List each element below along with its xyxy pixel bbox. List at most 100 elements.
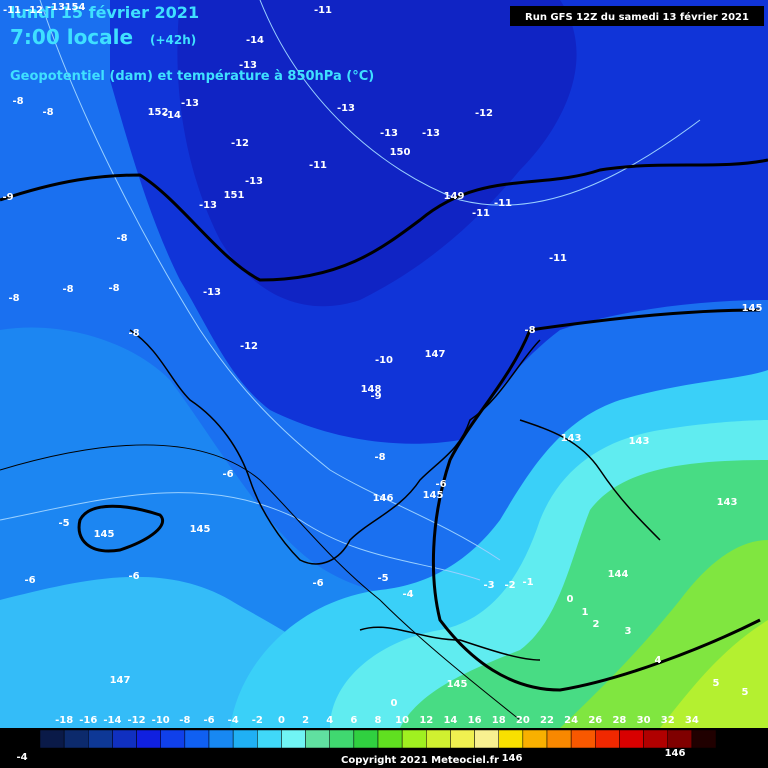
map-label: -8 (12, 96, 23, 107)
legend-swatch (570, 729, 596, 749)
legend-tick-label: -4 (228, 715, 239, 726)
map-label: -9 (370, 391, 381, 402)
map-label: -11 (494, 198, 512, 209)
legend-tick-label: 24 (564, 715, 578, 726)
map-label: -11 (549, 253, 567, 264)
run-box (510, 6, 764, 26)
map-label: -12 (231, 138, 249, 149)
legend-swatch (39, 729, 65, 749)
map-label: -5 (58, 518, 69, 529)
map-label: -6 (435, 479, 446, 490)
map-label: -8 (374, 452, 385, 463)
map-label: 146 (665, 748, 686, 759)
map-label: -12 (240, 341, 258, 352)
map-label: 5 (742, 687, 749, 698)
map-label: -6 (24, 575, 35, 586)
map-label: 3 (625, 626, 632, 637)
legend-swatch (595, 729, 620, 749)
legend-tick-label: -14 (103, 715, 121, 726)
map-date: lundi 15 février 2021 (10, 3, 199, 22)
map-label: -6 (312, 578, 323, 589)
map-label: -11 (314, 5, 332, 16)
map-label: -11 (3, 5, 21, 16)
legend-tick-label: 4 (326, 715, 333, 726)
map-label: -1 (522, 577, 533, 588)
map-label: 146 (373, 493, 394, 504)
map-label: -11 (472, 208, 490, 219)
map-label: 150 (390, 147, 411, 158)
map-label: -13 (337, 103, 355, 114)
map-subtitle: Geopotentiel (dam) et température à 850h… (10, 69, 374, 84)
map-label: 1 (582, 607, 589, 618)
legend-tick-label: 18 (492, 715, 506, 726)
map-label: 145 (742, 303, 763, 314)
legend-tick-label: -2 (252, 715, 263, 726)
map-label: 145 (447, 679, 468, 690)
map-label: -3 (483, 580, 494, 591)
legend-tick-label: 30 (637, 715, 651, 726)
map-label: -12 (25, 5, 43, 16)
legend-tick-label: 20 (516, 715, 530, 726)
run-info: Run GFS 12Z du samedi 13 février 2021 (525, 11, 749, 23)
map-label: -13 (380, 128, 398, 139)
legend-tick-label: 10 (395, 715, 409, 726)
map-label: 4 (655, 655, 662, 666)
legend-swatch (281, 729, 306, 749)
legend-tick-label: -12 (128, 715, 146, 726)
legend-tick-label: 0 (278, 715, 285, 726)
legend-swatch (184, 729, 210, 749)
map-label: -5 (377, 573, 388, 584)
map-label: -13 (199, 200, 217, 211)
map-label: -8 (524, 325, 535, 336)
legend-swatch (208, 729, 234, 749)
map-label: 0 (391, 698, 398, 709)
map-label: 147 (425, 349, 446, 360)
map-label: -4 (16, 752, 27, 763)
legend-swatch (63, 729, 89, 749)
map-label: -6 (128, 571, 139, 582)
map-label: 147 (110, 675, 131, 686)
map-label: 0 (567, 594, 574, 605)
legend-swatch (474, 729, 499, 749)
map-label: -13 (181, 98, 199, 109)
map-label: -8 (128, 328, 139, 339)
map-label: 5 (713, 678, 720, 689)
legend-tick-label: 22 (540, 715, 554, 726)
legend-swatch (232, 729, 258, 749)
map-background (0, 0, 768, 728)
map-label: 145 (94, 529, 115, 540)
legend-tick-label: -8 (179, 715, 190, 726)
map-label: 143 (629, 436, 650, 447)
legend-tick-label: 26 (588, 715, 602, 726)
map-label: -8 (42, 107, 53, 118)
legend-swatch (305, 729, 330, 749)
legend-tick-label: -18 (55, 715, 73, 726)
map-label: -13 (239, 60, 257, 71)
map-label: -8 (62, 284, 73, 295)
map-label: -2 (504, 580, 515, 591)
map-label: 144 (608, 569, 629, 580)
map-label: 152 (148, 107, 169, 118)
map-label: 143 (717, 497, 738, 508)
map-label: -4 (402, 589, 413, 600)
legend-swatch (498, 729, 524, 749)
legend-tick-label: 12 (419, 715, 433, 726)
map-label: 2 (593, 619, 600, 630)
legend-tick-label: -16 (79, 715, 97, 726)
legend-tick-label: 16 (468, 715, 482, 726)
legend-swatch (522, 729, 548, 749)
map-label: -10 (375, 355, 393, 366)
map-label: 149 (444, 191, 465, 202)
map-label: -9 (2, 192, 13, 203)
legend-swatch (257, 729, 282, 749)
lead-time: (+42h) (150, 33, 196, 47)
legend-swatch (329, 729, 355, 749)
map-time: 7:00 locale (10, 25, 133, 49)
legend-tick-label: 8 (375, 715, 382, 726)
legend-tick-label: -6 (203, 715, 214, 726)
legend-swatch (401, 729, 427, 749)
map-label: 143 (561, 433, 582, 444)
map-label: 154 (65, 2, 86, 13)
map-label: 145 (190, 524, 211, 535)
